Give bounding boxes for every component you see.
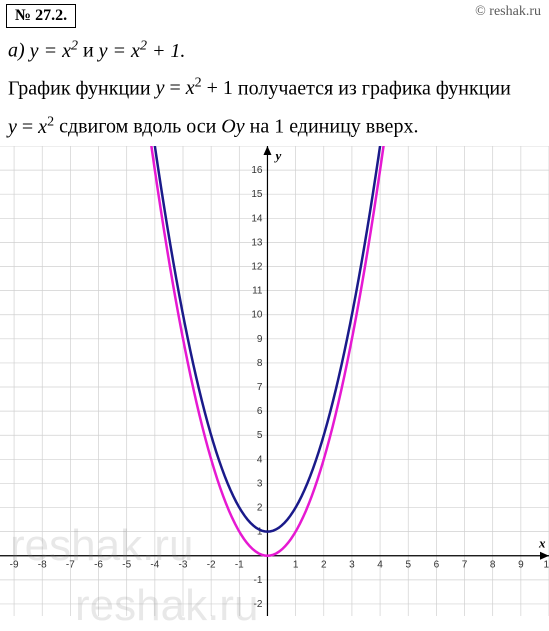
svg-text:16: 16 <box>251 165 263 176</box>
description-line1: График функции y = x2 + 1 получается из … <box>0 67 549 106</box>
svg-text:-1: -1 <box>235 560 244 571</box>
chart-svg: -9-8-7-6-5-4-3-2-112345678910-2-11234567… <box>0 146 549 616</box>
svg-text:6: 6 <box>434 560 440 571</box>
svg-text:y: y <box>273 148 281 163</box>
svg-text:8: 8 <box>257 358 263 369</box>
desc1-prefix: График функции <box>8 77 151 99</box>
svg-text:9: 9 <box>257 334 263 345</box>
svg-text:12: 12 <box>251 261 263 272</box>
svg-text:10: 10 <box>251 310 263 321</box>
svg-text:8: 8 <box>490 560 496 571</box>
svg-text:-9: -9 <box>10 560 19 571</box>
svg-text:6: 6 <box>257 406 263 417</box>
svg-text:2: 2 <box>321 560 327 571</box>
copyright: © reshak.ru <box>475 4 541 20</box>
svg-text:7: 7 <box>462 560 468 571</box>
svg-text:-2: -2 <box>254 599 263 610</box>
desc2-eq: y = x2 <box>8 116 54 138</box>
svg-text:5: 5 <box>405 560 411 571</box>
svg-text:2: 2 <box>257 503 263 514</box>
svg-text:10: 10 <box>543 560 549 571</box>
svg-text:11: 11 <box>252 286 263 297</box>
svg-text:5: 5 <box>257 430 263 441</box>
chart: -9-8-7-6-5-4-3-2-112345678910-2-11234567… <box>0 146 549 616</box>
svg-text:-5: -5 <box>122 560 131 571</box>
svg-text:9: 9 <box>518 560 524 571</box>
svg-text:-6: -6 <box>94 560 103 571</box>
svg-text:-2: -2 <box>207 560 216 571</box>
svg-text:1: 1 <box>293 560 299 571</box>
svg-text:-1: -1 <box>254 575 263 586</box>
svg-text:13: 13 <box>251 237 263 248</box>
desc1-suffix: получается из графика функции <box>238 77 511 99</box>
svg-text:4: 4 <box>257 454 263 465</box>
desc2-axis: Oy <box>221 116 244 138</box>
desc2-suffix: сдвигом вдоль оси <box>59 116 216 138</box>
part-label: a) <box>8 40 25 62</box>
desc1-eq: y = x2 + 1 <box>156 77 233 99</box>
svg-text:x: x <box>538 536 546 551</box>
eq2: y = x2 + 1. <box>99 40 186 62</box>
svg-text:3: 3 <box>349 560 355 571</box>
desc2-end: на 1 единицу вверх. <box>250 116 419 138</box>
svg-text:15: 15 <box>251 189 263 200</box>
description-line2: y = x2 сдвигом вдоль оси Oy на 1 единицу… <box>0 105 549 144</box>
part-a: a) y = x2 и y = x2 + 1. <box>0 30 549 67</box>
problem-number: № 27.2. <box>6 4 76 28</box>
connector: и <box>83 40 94 62</box>
svg-text:-3: -3 <box>179 560 188 571</box>
svg-text:-8: -8 <box>38 560 47 571</box>
eq1: y = x2 <box>30 40 78 62</box>
svg-text:-4: -4 <box>150 560 159 571</box>
svg-text:14: 14 <box>251 213 263 224</box>
svg-text:-7: -7 <box>66 560 75 571</box>
svg-text:4: 4 <box>377 560 383 571</box>
svg-text:7: 7 <box>257 382 263 393</box>
svg-text:3: 3 <box>257 478 263 489</box>
